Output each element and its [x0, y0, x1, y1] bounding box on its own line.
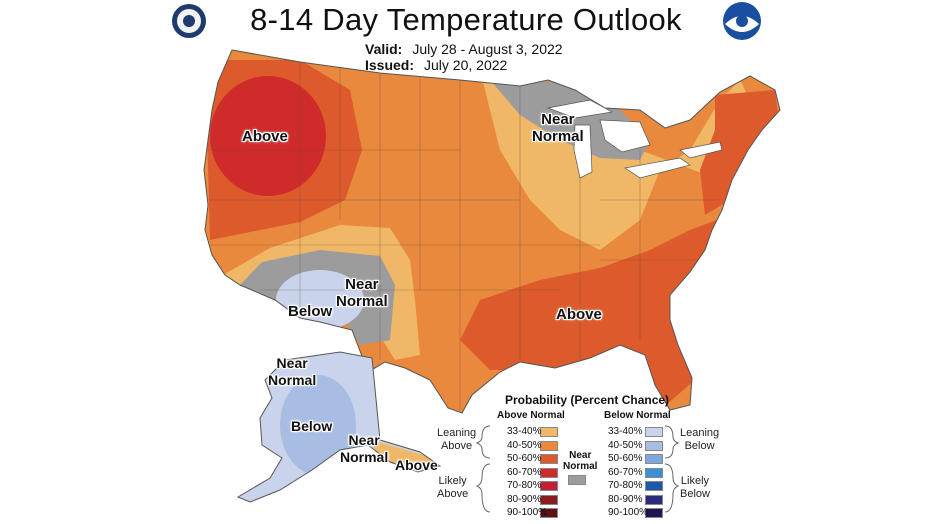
- legend-above-label-3: 60-70%: [507, 466, 542, 478]
- legend-below-label-2: 50-60%: [608, 453, 643, 464]
- conus-below-southwest: [276, 270, 364, 330]
- label-southeast-above: Above: [556, 306, 602, 323]
- legend-below-swatch-3: [645, 467, 663, 478]
- legend-leaning-below: Leaning Below: [680, 427, 720, 452]
- issued-label: Issued:: [365, 57, 415, 73]
- legend-above-header: Above Normal: [497, 410, 565, 421]
- legend-below-swatch-4: [645, 481, 663, 491]
- legend-below-label-4: 70-80%: [608, 480, 643, 491]
- label-southwest-near-normal: Near Normal: [336, 276, 388, 310]
- legend-below-label-5: 80-90%: [608, 493, 643, 505]
- issued-date: July 20, 2022: [424, 57, 508, 73]
- legend-below-label-0: 33-40%: [608, 426, 643, 437]
- legend-likely-above: Likely Above: [437, 475, 469, 500]
- alaska-below-40-50: [280, 375, 356, 475]
- legend-above-label-2: 50-60%: [507, 453, 542, 464]
- state-boundaries: [205, 62, 720, 410]
- legend-above-swatch-2: [540, 454, 558, 464]
- alaska-outline: [236, 351, 442, 503]
- legend-above-swatch-6: [540, 508, 558, 518]
- label-alaska-panhandle-above: Above: [395, 457, 438, 473]
- legend-above-label-1: 40-50%: [507, 439, 542, 451]
- legend-near-normal-label: Near Normal: [563, 450, 598, 472]
- label-great-lakes-near-normal: Near Normal: [532, 111, 584, 145]
- legend-braces: [475, 425, 680, 513]
- legend-below-swatch-2: [645, 454, 663, 464]
- legend-above-label-5: 80-90%: [507, 493, 542, 505]
- great-lakes: [546, 99, 723, 179]
- label-west-above: Above: [242, 128, 288, 145]
- legend-above-label-0: 33-40%: [507, 426, 542, 437]
- conus-above-60-70-west: [210, 76, 326, 196]
- valid-dates: July 28 - August 3, 2022: [412, 41, 563, 57]
- legend-above-swatch-0: [540, 427, 558, 437]
- label-southwest-below: Below: [288, 303, 333, 320]
- legend-above-swatch-5: [540, 494, 558, 505]
- valid-line: Valid: July 28 - August 3, 2022: [365, 41, 563, 57]
- legend-below-header: Below Normal: [604, 410, 671, 421]
- legend-below-label-1: 40-50%: [608, 439, 643, 451]
- issued-line: Issued: July 20, 2022: [365, 57, 507, 73]
- legend-below-label-3: 60-70%: [608, 466, 643, 478]
- legend-below-swatch-0: [645, 427, 663, 437]
- legend-above-label-6: 90-100%: [507, 507, 548, 518]
- legend-title: Probability (Percent Chance): [505, 393, 670, 407]
- page-title: 8-14 Day Temperature Outlook: [250, 2, 682, 37]
- label-alaska-below: Below: [291, 418, 333, 434]
- legend-above-swatch-3: [540, 467, 558, 478]
- legend-leaning-above: Leaning Above: [437, 427, 477, 452]
- conus-outline: [203, 49, 781, 414]
- legend-below-label-6: 90-100%: [608, 507, 649, 518]
- label-alaska-near-normal-south: Near Normal: [340, 432, 389, 465]
- commerce-seal-icon: [172, 4, 206, 38]
- legend-likely-below: Likely Below: [680, 475, 710, 500]
- conus-above-50-60-southeast: [460, 215, 730, 410]
- legend-above-label-4: 70-80%: [507, 480, 542, 491]
- legend-above-swatch-4: [540, 481, 558, 491]
- legend-below-swatch-5: [645, 494, 663, 505]
- legend-below-swatch-1: [645, 440, 663, 451]
- label-alaska-near-normal-west: Near Normal: [268, 355, 317, 388]
- conus-above-50-60-northeast: [700, 90, 780, 215]
- noaa-logo-icon: [723, 2, 761, 40]
- valid-label: Valid:: [365, 41, 403, 57]
- legend-below-swatch-6: [645, 508, 663, 518]
- legend-above-swatch-1: [540, 440, 558, 451]
- legend-near-normal-swatch: [568, 475, 586, 485]
